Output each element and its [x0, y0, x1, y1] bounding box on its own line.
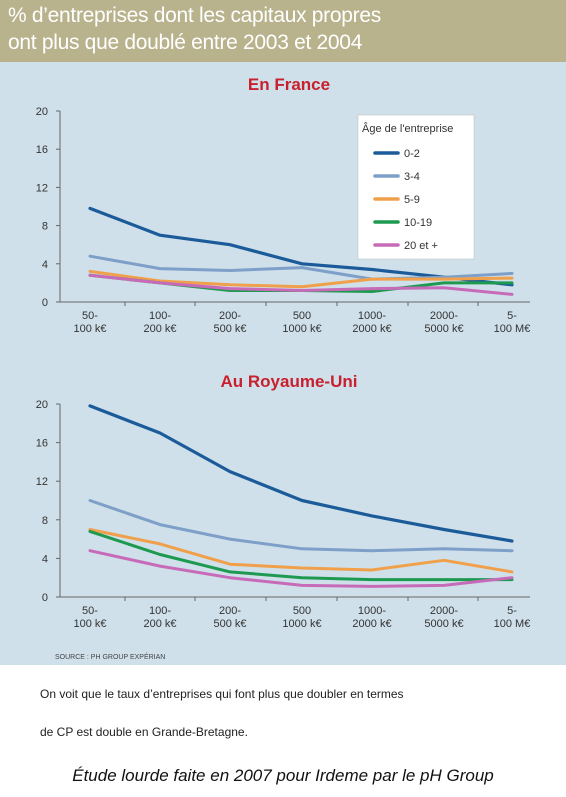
france-y-tick-label: 4 — [42, 259, 48, 271]
france-chart-title: En France — [248, 75, 330, 94]
france-x-tick-label: 1000-2000 k€ — [352, 310, 391, 335]
france-x-tick-label: 2000-5000 k€ — [424, 310, 463, 335]
france-legend-label: 20 et + — [404, 240, 438, 252]
france-chart: En France 0 4 8 12 16 20 50-100 k€ 100-200 k€ 200… — [36, 75, 531, 335]
charts-svg: SOURCE : PH GROUP EXPÉRIAN En France 0 4 8 1… — [36, 75, 531, 661]
uk-x-tick-label: 500 1000 k€ — [282, 605, 321, 630]
uk-y-tick-label: 0 — [42, 592, 48, 604]
uk-y-tick-label: 8 — [42, 515, 48, 527]
uk-x-tick-label: 50-100 k€ — [73, 605, 106, 630]
france-y-tick-label: 20 — [36, 106, 48, 118]
france-y-tick-label: 12 — [36, 182, 48, 194]
caption: Étude lourde faite en 2007 pour Irdeme p… — [72, 766, 494, 785]
france-x-tick-label: 50-100 k€ — [73, 310, 106, 335]
france-legend: Âge de l'entreprise 0-2 3-4 5-9 10-19 20 et + — [357, 114, 475, 260]
france-legend-label: 5-9 — [404, 194, 420, 206]
uk-series-line-20-et- — [88, 549, 514, 588]
uk-chart: Au Royaume-Uni 0 4 8 12 16 20 50-100 k€ 100-200 … — [36, 372, 531, 630]
france-x-tick-label: 500 1000 k€ — [282, 310, 321, 335]
note-line2: de CP est double en Grande-Bretagne. — [40, 725, 248, 739]
france-legend-label: 3-4 — [404, 171, 420, 183]
uk-y-tick-label: 12 — [36, 476, 48, 488]
note-line1: On voit que le taux d’entreprises qui fo… — [40, 687, 404, 701]
france-x-tick-label: 5-100 M€ — [494, 310, 531, 335]
uk-series-line-10-19 — [88, 529, 514, 582]
uk-x-tick-label: 1000-2000 k€ — [352, 605, 391, 630]
source-label: SOURCE : PH GROUP EXPÉRIAN — [55, 652, 165, 661]
header-title-line1: % d’entreprises dont les capitaux propre… — [8, 4, 381, 27]
uk-series-line-0-2 — [88, 404, 514, 543]
uk-y-tick-label: 20 — [36, 399, 48, 411]
france-legend-label: 0-2 — [404, 148, 420, 160]
uk-y-tick-label: 4 — [42, 553, 48, 565]
france-legend-box — [357, 114, 475, 260]
uk-series-line-5-9 — [88, 528, 514, 574]
uk-chart-title: Au Royaume-Uni — [221, 372, 358, 391]
france-y-tick-label: 16 — [36, 144, 48, 156]
header-title-line2: ont plus que doublé entre 2003 et 2004 — [8, 31, 363, 54]
france-legend-title: Âge de l'entreprise — [362, 122, 453, 135]
france-series-line-20-et- — [88, 273, 514, 296]
uk-series-line-3-4 — [88, 499, 514, 553]
uk-y-tick-label: 16 — [36, 438, 48, 450]
france-legend-label: 10-19 — [404, 217, 432, 229]
france-series-line-5-9 — [88, 269, 514, 289]
chart-header: % d’entreprises dont les capitaux propre… — [0, 0, 566, 62]
uk-x-tick-label: 200-500 k€ — [213, 605, 246, 630]
uk-x-tick-label: 2000-5000 k€ — [424, 605, 463, 630]
france-x-tick-label: 200-500 k€ — [213, 310, 246, 335]
france-y-tick-label: 0 — [42, 297, 48, 309]
chart-figure: % d’entreprises dont les capitaux propre… — [0, 0, 566, 665]
uk-x-tick-label: 5-100 M€ — [494, 605, 531, 630]
uk-x-tick-label: 100-200 k€ — [143, 605, 176, 630]
france-y-tick-label: 8 — [42, 221, 48, 233]
france-x-tick-label: 100-200 k€ — [143, 310, 176, 335]
france-series-line-3-4 — [88, 254, 514, 281]
